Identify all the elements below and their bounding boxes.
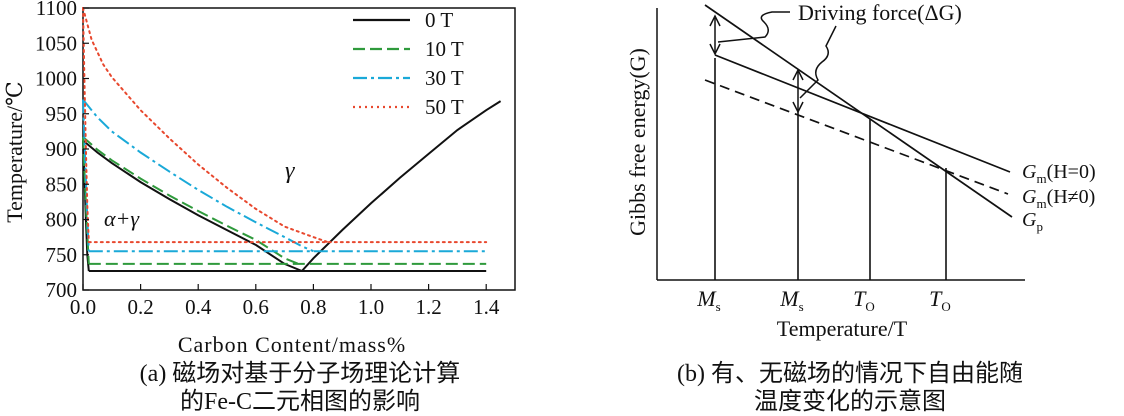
- caption-b-line-1: (b) 有、无磁场的情况下自由能随: [677, 361, 1023, 387]
- caption-a: (a) 磁场对基于分子场理论计算 的Fe-C二元相图的影响: [40, 360, 560, 416]
- region-label-gamma: γ: [285, 158, 295, 184]
- legend: 0 T 10 T 30 T 50 T: [353, 8, 464, 119]
- x-tick-label: 1.4: [473, 295, 500, 319]
- x-axis-label: Temperature/T: [777, 316, 908, 341]
- series-line-50t: [82, 7, 329, 244]
- phase-diagram-chart: 0.0 0.2 0.4 0.6 0.8 1.0 1.2 1.4 700 750 800 850 900 9…: [2, 0, 516, 357]
- x-axis-label: Carbon Content/mass%: [178, 332, 406, 357]
- y-tick-label: 850: [46, 172, 78, 196]
- caption-b: (b) 有、无磁场的情况下自由能随 温度变化的示意图: [620, 360, 1080, 416]
- y-tick-label: 700: [46, 278, 78, 302]
- series-line-0t: [301, 100, 502, 272]
- y-tick-label: 1100: [36, 0, 77, 20]
- series-line-10t: [82, 136, 303, 267]
- legend-label: 50 T: [425, 95, 464, 119]
- driving-force-label: Driving force(ΔG): [798, 0, 962, 25]
- y-axis-label: Temperature/℃: [2, 81, 27, 223]
- y-tick-label: 950: [46, 102, 78, 126]
- y-axis-label: Gibbs free energy(G): [625, 48, 650, 236]
- legend-label: 10 T: [425, 37, 464, 61]
- x-marker-label: TO: [929, 286, 951, 314]
- x-tick-label: 1.0: [358, 295, 384, 319]
- x-marker-label: TO: [853, 286, 875, 314]
- series-line-0t: [82, 139, 303, 272]
- x-marker-label: Ms: [696, 286, 720, 314]
- y-tick-label: 1000: [35, 67, 77, 91]
- y-tick-label: 800: [46, 208, 78, 232]
- gibbs-energy-diagram: Driving force(ΔG) Ms Ms TO TO Gm(H=0)Gm(H≠0…: [625, 0, 1096, 341]
- caption-a-line-1: (a) 磁场对基于分子场理论计算: [139, 361, 461, 387]
- arrow-delta-g-1: [709, 14, 721, 56]
- line-gm-h-nonzero: [704, 79, 1009, 195]
- region-label-alpha-gamma: α+γ: [104, 206, 140, 231]
- caption-b-line-2: 温度变化的示意图: [754, 389, 946, 415]
- line-gm-h0: [714, 54, 1011, 173]
- legend-label: 0 T: [425, 8, 453, 32]
- x-tick-label: 0.2: [127, 295, 153, 319]
- leader-line-2: [799, 25, 837, 99]
- line-label: Gp: [1022, 209, 1043, 234]
- x-tick-label: 0.8: [300, 295, 326, 319]
- x-tick-label: 1.2: [415, 295, 441, 319]
- caption-a-line-2: 的Fe-C二元相图的影响: [180, 389, 420, 415]
- y-tick-label: 900: [46, 137, 78, 161]
- line-label: Gm(H≠0): [1022, 186, 1095, 211]
- x-marker-label: Ms: [779, 286, 803, 314]
- x-tick-label: 0.0: [70, 295, 96, 319]
- line-label: Gm(H=0): [1022, 161, 1096, 186]
- x-tick-label: 0.6: [243, 295, 269, 319]
- leader-line-1: [717, 11, 790, 43]
- series-line-50t: [82, 7, 90, 244]
- y-tick-label: 750: [46, 243, 78, 267]
- y-tick-label: 1050: [35, 31, 77, 55]
- series-line-30t: [82, 98, 314, 253]
- x-tick-label: 0.4: [185, 295, 212, 319]
- legend-label: 30 T: [425, 66, 464, 90]
- arrow-delta-g-2: [792, 68, 804, 114]
